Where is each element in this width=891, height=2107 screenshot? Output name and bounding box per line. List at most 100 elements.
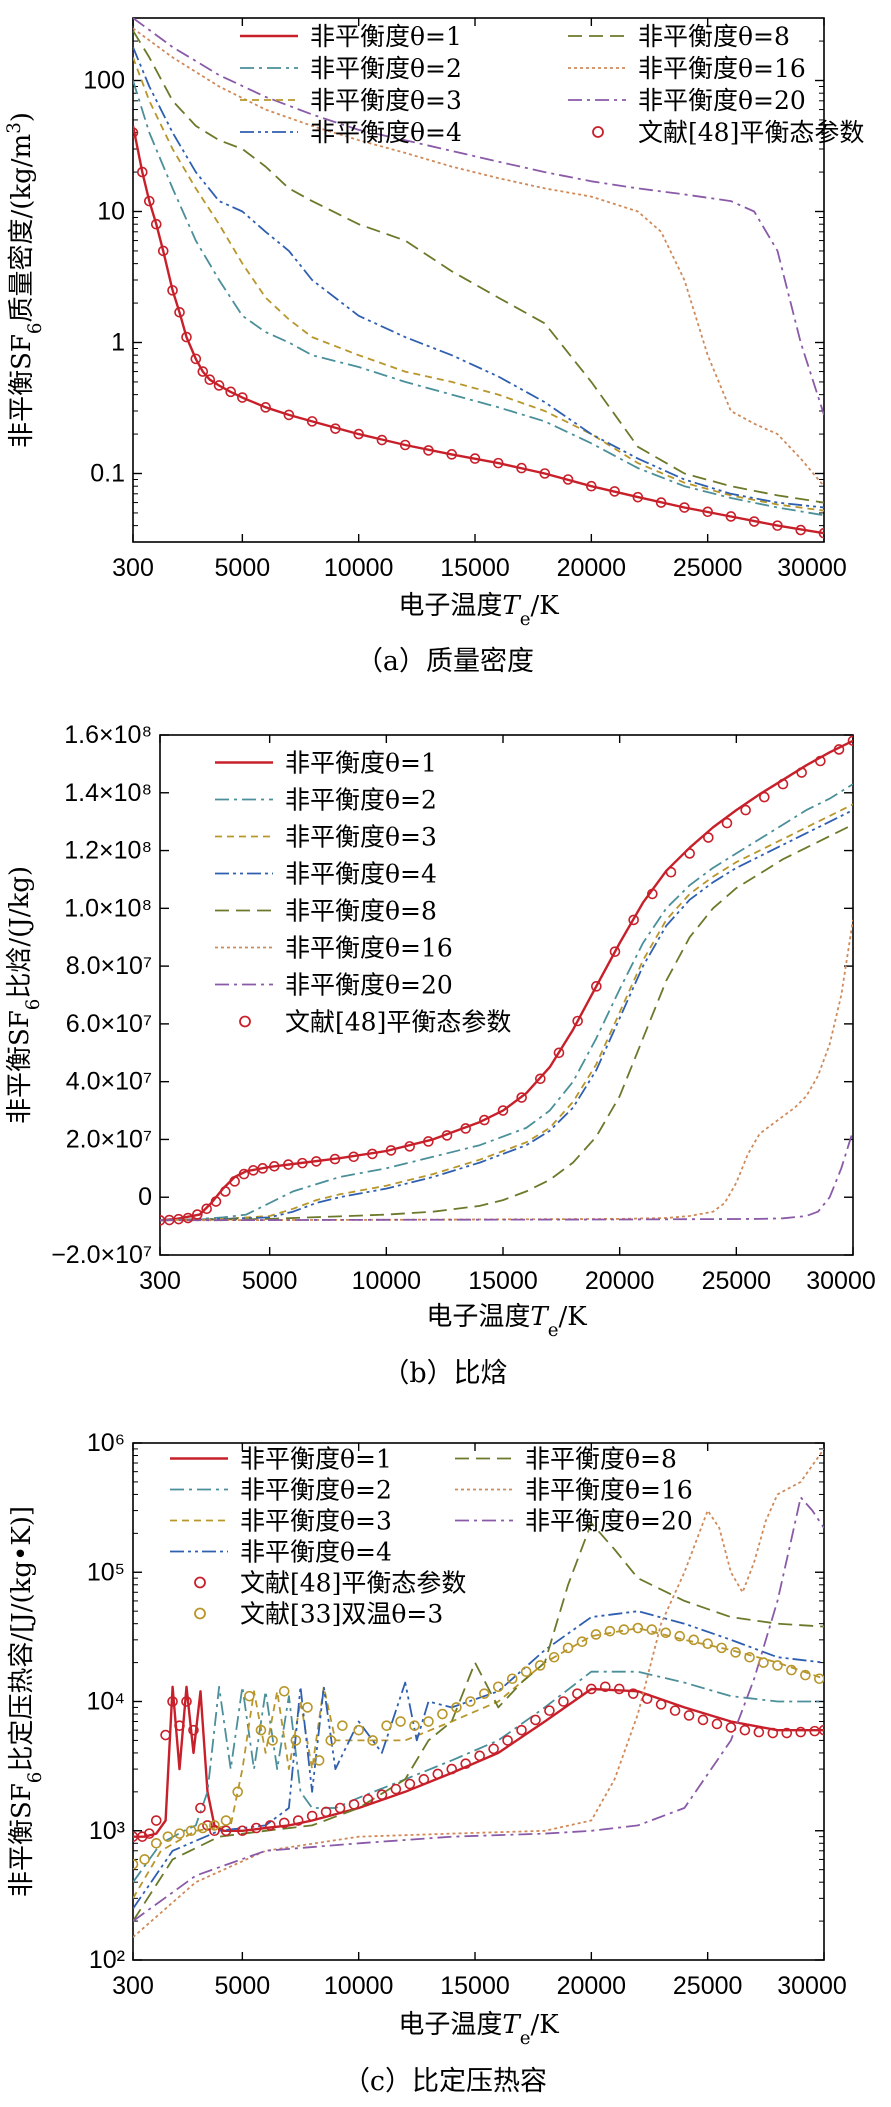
data-point: [432, 1768, 444, 1780]
data-point: [213, 380, 225, 391]
data-point: [753, 1726, 765, 1738]
data-point: [796, 767, 807, 778]
data-point: [209, 1820, 220, 1831]
data-point: [492, 1681, 504, 1693]
data-point: [269, 1161, 280, 1172]
data-point: [423, 1136, 434, 1147]
data-point: [469, 453, 481, 464]
data-point: [283, 1159, 294, 1170]
data-point: [204, 374, 216, 386]
legend-label: 非平衡度θ=2: [240, 1476, 392, 1505]
figure-caption: （b）比焓: [382, 1358, 507, 1389]
data-point: [474, 1750, 485, 1762]
data-point: [497, 1105, 509, 1116]
x-tick-label: 20000: [557, 1972, 627, 2000]
data-point: [772, 1660, 783, 1671]
data-point: [334, 1802, 346, 1814]
legend-label: 非平衡度θ=20: [638, 86, 806, 115]
data-point: [632, 491, 644, 503]
data-point: [506, 1673, 518, 1685]
data-point: [460, 1758, 472, 1770]
legend-label: 非平衡度θ=3: [240, 1507, 392, 1536]
data-point: [688, 1634, 700, 1646]
data-point: [679, 502, 690, 513]
data-point: [586, 480, 597, 492]
data-point: [302, 1702, 313, 1713]
legend: 非平衡度θ=1 非平衡度θ=2 非平衡度θ=3 非平衡度θ=4 非平衡度θ=8 非平衡度θ…: [240, 22, 864, 147]
data-point: [730, 1647, 741, 1658]
data-point: [683, 1710, 695, 1721]
data-point: [283, 409, 295, 421]
data-point: [492, 457, 504, 469]
data-point: [325, 1735, 337, 1746]
data-point: [740, 804, 751, 816]
data-point: [674, 1630, 686, 1642]
data-point: [192, 1209, 203, 1220]
data-point: [479, 1688, 490, 1699]
data-point: [337, 1720, 348, 1731]
x-tick-label: 300: [139, 1267, 181, 1295]
data-point: [290, 1735, 302, 1746]
series-line-0: [133, 125, 824, 535]
y-tick-label: 100: [83, 67, 125, 95]
legend: 非平衡度θ=1 非平衡度θ=2 非平衡度θ=3 非平衡度θ=4 非平衡度θ=8 非平衡度θ…: [215, 749, 511, 1037]
series-markers-7: [160, 735, 853, 1226]
plot-frame: [159, 734, 854, 1256]
y-tick-label: 10⁴: [86, 1688, 125, 1716]
data-point: [174, 1828, 185, 1839]
data-point: [815, 755, 826, 767]
data-point: [716, 1642, 727, 1654]
data-point: [520, 1666, 532, 1678]
data-point: [646, 1624, 658, 1635]
data-point: [278, 1685, 290, 1697]
x-axis-label: 电子温度Te/K: [398, 2010, 559, 2049]
data-point: [697, 1714, 709, 1726]
figure-caption: （a）质量密度: [356, 646, 534, 677]
data-point: [143, 1828, 155, 1839]
data-point: [703, 832, 714, 843]
y-tick-label: 1: [111, 329, 125, 357]
x-tick-label: 5000: [242, 1267, 298, 1295]
data-point: [181, 331, 192, 343]
data-point: [238, 1168, 250, 1180]
legend-label: 非平衡度θ=20: [285, 971, 453, 1000]
data-point: [404, 1778, 416, 1790]
plot-frame: [132, 1442, 825, 1961]
data-point: [320, 1806, 332, 1818]
legend-label: 非平衡度θ=4: [310, 118, 462, 147]
series-line-2: [133, 57, 824, 512]
data-point: [348, 1799, 360, 1810]
data-point: [599, 1681, 611, 1693]
series-line-6: [133, 1496, 824, 1922]
chart-panel-3: 300 5000 10000 15000 20000 25000 30000 10² 10³ 10…: [7, 1429, 847, 2097]
data-point: [451, 1702, 462, 1713]
data-point: [367, 1735, 378, 1746]
data-point: [150, 218, 162, 230]
data-point: [257, 1163, 268, 1174]
data-point: [390, 1783, 402, 1795]
data-point: [150, 1837, 162, 1849]
legend-label: 非平衡度θ=4: [240, 1538, 392, 1567]
x-tick-label: 20000: [557, 554, 627, 582]
data-point: [278, 1817, 290, 1829]
series-line-3: [160, 809, 853, 1222]
x-tick-label: 15000: [440, 1972, 510, 2000]
data-point: [632, 1622, 644, 1634]
data-point: [777, 778, 789, 790]
data-point: [562, 1642, 574, 1654]
x-tick-label: 5000: [215, 554, 271, 582]
legend-label: 非平衡度θ=16: [285, 934, 453, 963]
data-point: [702, 506, 713, 518]
x-tick-label: 25000: [673, 1972, 743, 2000]
data-point: [684, 848, 695, 859]
y-tick-label: 4.0×10⁷: [66, 1068, 152, 1096]
legend-marker: [592, 126, 604, 138]
data-point: [237, 392, 248, 403]
legend-label: 非平衡度θ=16: [638, 54, 806, 83]
data-point: [795, 1726, 807, 1738]
data-point: [143, 195, 155, 207]
legend-label: 非平衡度θ=2: [310, 54, 462, 83]
data-point: [210, 1196, 222, 1207]
data-point: [516, 462, 527, 474]
data-point: [576, 1636, 588, 1648]
